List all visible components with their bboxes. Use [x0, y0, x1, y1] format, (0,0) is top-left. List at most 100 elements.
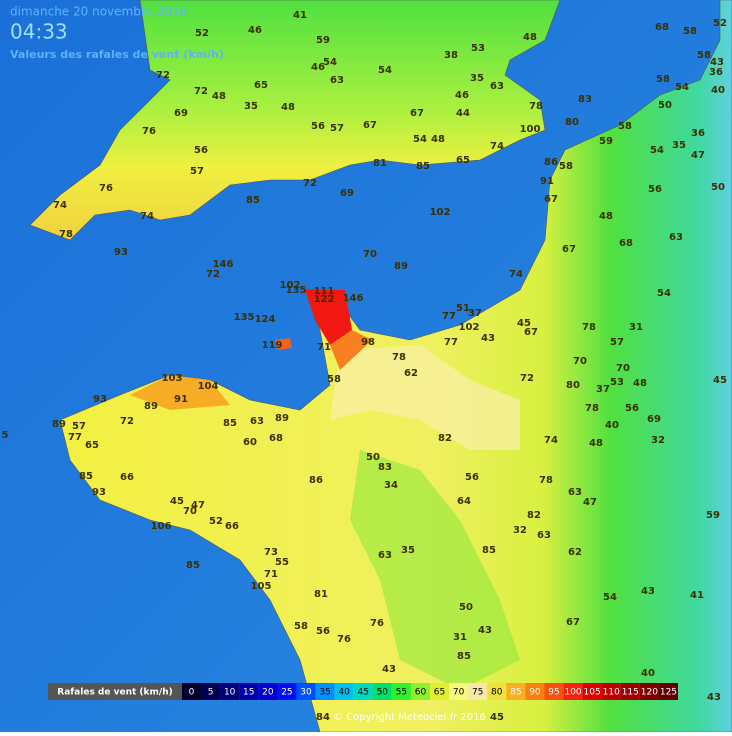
station-value: 48	[599, 211, 613, 222]
station-value: 56	[194, 145, 208, 156]
station-value: 57	[330, 123, 344, 134]
legend-swatch	[430, 683, 450, 700]
station-value: 72	[206, 269, 220, 280]
legend-swatch	[601, 683, 621, 700]
station-value: 66	[225, 521, 239, 532]
station-value: 85	[223, 418, 237, 429]
station-value: 85	[79, 471, 93, 482]
legend-swatch	[410, 683, 430, 700]
station-value: 63	[250, 416, 264, 427]
station-value: 48	[281, 102, 295, 113]
station-value: 46	[248, 25, 262, 36]
legend-value: 0	[189, 688, 195, 698]
station-value: 48	[589, 438, 603, 449]
station-value: 119	[262, 340, 283, 351]
station-value: 71	[264, 569, 278, 580]
station-value: 50	[658, 100, 672, 111]
station-value: 76	[99, 183, 113, 194]
station-value: 67	[544, 194, 558, 205]
station-value: 78	[59, 229, 73, 240]
station-value: 84	[316, 712, 330, 723]
legend-swatch	[182, 683, 202, 700]
legend-value: 65	[434, 688, 445, 698]
date: dimanche 20 novembre 2016	[10, 5, 187, 19]
legend-value: 15	[243, 688, 254, 698]
legend-value: 95	[548, 688, 559, 698]
station-value: 86	[544, 157, 558, 168]
legend-swatch	[277, 683, 297, 700]
legend-value: 10	[224, 688, 236, 698]
station-value: 35	[244, 101, 258, 112]
station-value: 67	[410, 108, 424, 119]
station-value: 32	[651, 435, 665, 446]
station-value: 74	[140, 211, 154, 222]
station-value: 65	[85, 440, 99, 451]
station-value: 48	[523, 32, 537, 43]
station-value: 89	[394, 261, 408, 272]
legend-value: 35	[319, 688, 330, 698]
station-value: 38	[444, 50, 458, 61]
station-value: 111	[314, 286, 335, 297]
station-value: 65	[456, 155, 470, 166]
legend-value: 125	[660, 688, 677, 698]
legend-swatch	[544, 683, 564, 700]
station-value: 60	[243, 437, 257, 448]
legend-swatch	[258, 683, 278, 700]
station-value: 67	[566, 617, 580, 628]
station-value: 72	[194, 86, 208, 97]
station-value: 31	[453, 632, 467, 643]
station-value: 80	[565, 117, 579, 128]
station-value: 58	[618, 121, 632, 132]
legend-value: 60	[415, 688, 427, 698]
station-value: 67	[363, 120, 377, 131]
wind-zone-orange	[330, 330, 372, 370]
station-value: 43	[478, 625, 492, 636]
station-value: 78	[539, 475, 553, 486]
station-value: 54	[657, 288, 671, 299]
station-value: 68	[619, 238, 633, 249]
station-value: 46	[455, 90, 469, 101]
legend-value: 30	[300, 688, 312, 698]
station-value: 37	[468, 308, 482, 319]
station-value: 52	[195, 28, 209, 39]
station-value: 41	[293, 10, 307, 21]
station-value: 69	[174, 108, 188, 119]
station-value: 102	[280, 280, 301, 291]
wind-zone-orange	[130, 375, 230, 410]
station-value: 70	[363, 249, 377, 260]
station-value: 102	[459, 322, 480, 333]
station-value: 67	[562, 244, 576, 255]
station-value: 56	[311, 121, 325, 132]
station-value: 72	[303, 178, 317, 189]
station-value: 93	[114, 247, 128, 258]
station-value: 76	[337, 634, 351, 645]
station-value: 47	[691, 150, 705, 161]
station-value: 59	[706, 510, 720, 521]
legend-swatch	[296, 683, 316, 700]
legend-swatch	[239, 683, 259, 700]
station-value: 47	[583, 497, 597, 508]
station-value: 45	[490, 712, 504, 723]
station-value: 89	[144, 401, 158, 412]
copyright: © Copyright Meteociel.fr 2016	[333, 712, 486, 723]
station-value: 77	[68, 432, 82, 443]
station-value: 63	[378, 550, 392, 561]
station-value: 85	[482, 545, 496, 556]
station-value: 63	[669, 232, 683, 243]
station-value: 43	[481, 333, 495, 344]
station-value: 54	[675, 82, 689, 93]
station-value: 35	[401, 545, 415, 556]
legend-value: 120	[641, 688, 658, 698]
station-value: 63	[568, 487, 582, 498]
legend-swatch	[372, 683, 392, 700]
station-value: 41	[690, 590, 704, 601]
station-value: 50	[366, 452, 380, 463]
station-value: 65	[254, 80, 268, 91]
station-value: 74	[53, 200, 67, 211]
island	[275, 338, 292, 350]
station-value: 77	[442, 311, 456, 322]
wind-zone-light	[330, 345, 520, 450]
station-value: 86	[309, 475, 323, 486]
station-value: 73	[264, 547, 278, 558]
station-value: 56	[648, 184, 662, 195]
